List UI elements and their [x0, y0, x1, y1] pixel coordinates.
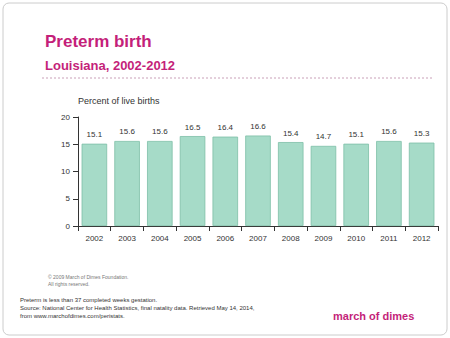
svg-text:2003: 2003 — [118, 234, 136, 243]
svg-text:2011: 2011 — [380, 234, 398, 243]
svg-text:2005: 2005 — [184, 234, 202, 243]
svg-text:15.4: 15.4 — [283, 129, 299, 138]
svg-text:15.1: 15.1 — [87, 130, 103, 139]
svg-text:16.6: 16.6 — [250, 122, 266, 131]
svg-text:march of dimes: march of dimes — [333, 310, 414, 322]
svg-text:2008: 2008 — [282, 234, 300, 243]
svg-text:2002: 2002 — [85, 234, 103, 243]
svg-text:15: 15 — [61, 140, 70, 149]
svg-text:5: 5 — [66, 194, 71, 203]
svg-text:15.1: 15.1 — [348, 130, 364, 139]
svg-text:15.6: 15.6 — [152, 127, 168, 136]
svg-text:Percent of live births: Percent of live births — [78, 96, 160, 106]
svg-text:0: 0 — [66, 222, 71, 231]
svg-text:Preterm is less than 37 comple: Preterm is less than 37 completed weeks … — [20, 297, 157, 303]
svg-text:2004: 2004 — [151, 234, 169, 243]
svg-text:2009: 2009 — [315, 234, 333, 243]
svg-text:2012: 2012 — [413, 234, 431, 243]
svg-text:10: 10 — [61, 167, 70, 176]
svg-text:20: 20 — [61, 113, 70, 122]
svg-text:from www.marchofdimes.com/peri: from www.marchofdimes.com/peristats. — [20, 313, 125, 319]
svg-text:Preterm birth: Preterm birth — [45, 32, 152, 51]
svg-text:2010: 2010 — [347, 234, 365, 243]
svg-text:Source: National Center for He: Source: National Center for Health Stati… — [20, 305, 255, 311]
svg-text:Louisiana, 2002-2012: Louisiana, 2002-2012 — [45, 58, 175, 73]
svg-text:16.4: 16.4 — [217, 123, 233, 132]
svg-text:© 2009 March of Dimes Foundati: © 2009 March of Dimes Foundation. — [48, 274, 128, 280]
svg-text:16.5: 16.5 — [185, 123, 201, 132]
svg-text:15.6: 15.6 — [119, 127, 135, 136]
svg-text:14.7: 14.7 — [316, 132, 332, 141]
svg-text:15.3: 15.3 — [414, 129, 430, 138]
svg-text:All rights reserved.: All rights reserved. — [48, 281, 89, 287]
svg-text:15.6: 15.6 — [381, 127, 397, 136]
svg-text:2007: 2007 — [249, 234, 267, 243]
svg-text:2006: 2006 — [216, 234, 234, 243]
